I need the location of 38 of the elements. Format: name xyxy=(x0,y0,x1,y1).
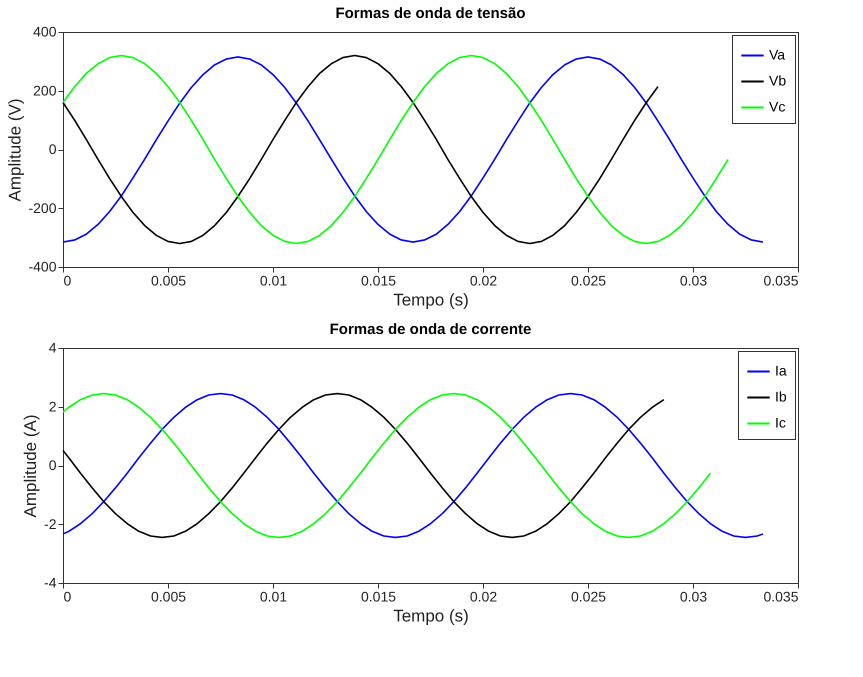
y-tick-label: 200 xyxy=(33,82,57,98)
chart-title: Formas de onda de tensão xyxy=(335,5,526,22)
x-tick-label: 0.02 xyxy=(470,272,498,288)
x-tick-label: 0.03 xyxy=(680,272,708,288)
y-tick-label: -4 xyxy=(44,574,57,590)
x-tick-label: 0.02 xyxy=(470,588,498,604)
x-tick-label: 0.015 xyxy=(360,588,396,604)
x-tick-label: 0.03 xyxy=(680,588,708,604)
x-axis-title: Tempo (s) xyxy=(393,290,469,310)
legend-label: Va xyxy=(769,46,786,62)
chart-title: Formas de onda de corrente xyxy=(330,321,532,338)
x-tick-label: 0.005 xyxy=(150,272,186,288)
x-tick-label: 0.035 xyxy=(763,272,799,288)
x-tick-label: 0.035 xyxy=(763,588,799,604)
legend-label: Vb xyxy=(769,72,786,88)
x-tick-label: 0 xyxy=(64,588,72,604)
y-tick-label: -200 xyxy=(28,200,57,216)
x-tick-label: 0.015 xyxy=(360,272,396,288)
y-tick-label: 0 xyxy=(48,141,57,157)
x-tick-label: 0.025 xyxy=(570,588,606,604)
y-tick-label: 0 xyxy=(48,457,57,473)
y-tick-label: 2 xyxy=(48,398,57,414)
y-axis-title: Amplitude (A) xyxy=(21,414,40,518)
x-tick-label: 0 xyxy=(64,272,72,288)
legend-label: Ic xyxy=(775,414,786,430)
legend-label: Ib xyxy=(775,388,787,404)
y-tick-label: -400 xyxy=(28,258,57,274)
y-tick-label: 4 xyxy=(48,340,57,356)
x-tick-label: 0.025 xyxy=(570,272,606,288)
x-axis-title: Tempo (s) xyxy=(393,606,469,626)
y-axis-title: Amplitude (V) xyxy=(5,98,24,202)
x-tick-label: 0.01 xyxy=(260,272,288,288)
x-tick-label: 0.005 xyxy=(150,588,186,604)
y-tick-label: -2 xyxy=(44,516,57,532)
legend-label: Vc xyxy=(769,98,786,114)
y-tick-label: 400 xyxy=(33,24,57,40)
legend-label: Ia xyxy=(775,362,787,378)
x-tick-label: 0.01 xyxy=(260,588,288,604)
